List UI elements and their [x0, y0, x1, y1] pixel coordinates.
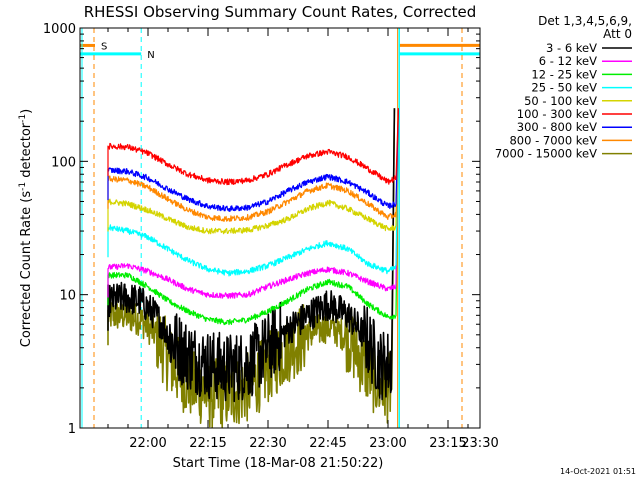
chart-title: RHESSI Observing Summary Count Rates, Co…: [84, 3, 477, 21]
y-label-part: Corrected Count Rate (s: [19, 191, 34, 348]
x-tick-label: 22:45: [309, 436, 346, 451]
legend-entry-label: 50 - 100 keV: [524, 94, 597, 108]
y-tick-label: 10: [59, 289, 76, 304]
x-tick-label: 22:15: [189, 436, 226, 451]
series-line: [107, 108, 396, 403]
legend-entry-label: 800 - 7000 keV: [509, 133, 597, 147]
y-tick-label: 100: [51, 155, 76, 170]
series-line: [107, 108, 399, 186]
x-tick-label: 23:00: [369, 436, 406, 451]
footer-date: 14-Oct-2021 01:51: [560, 467, 636, 476]
legend-entry-label: 7000 - 15000 keV: [495, 147, 597, 161]
legend-entry-label: 300 - 800 keV: [517, 120, 597, 134]
x-axis-label: Start Time (18-Mar-08 21:50:22): [173, 456, 384, 471]
y-label-part: ): [19, 109, 34, 114]
series-line: [107, 108, 399, 326]
y-axis-label: Corrected Count Rate (s-1 detector-1): [18, 109, 34, 347]
x-tick-label: 23:15: [429, 436, 466, 451]
y-tick-label: 1: [68, 422, 76, 437]
y-label-part: detector: [19, 122, 34, 182]
series-line: [107, 108, 399, 235]
x-tick-label: 23:30: [461, 436, 498, 451]
series-line: [107, 108, 399, 222]
x-tick-label: 22:00: [129, 436, 166, 451]
legend-entry-label: 12 - 25 keV: [531, 67, 597, 81]
legend-entry-label: 100 - 300 keV: [517, 107, 597, 121]
y-label-sup: -1: [18, 114, 28, 123]
legend-entry-label: 25 - 50 keV: [531, 81, 597, 95]
series-line: [107, 108, 399, 277]
legend-header: Att 0: [603, 27, 632, 41]
plot-frame: [79, 27, 481, 429]
y-label-sup: -1: [18, 182, 28, 191]
legend-header: Det 1,3,4,5,6,9,: [538, 14, 632, 28]
series-line: [107, 108, 399, 299]
legend-entry-label: 6 - 12 keV: [539, 54, 597, 68]
axis-ticks: 1 10 100 1000 22:00 22:15 22:30 22:45 23:00 23:15…: [43, 22, 499, 451]
legend-entry-label: 3 - 6 keV: [546, 41, 597, 55]
series-line: [107, 108, 399, 212]
y-tick-label: 1000: [43, 22, 76, 37]
x-tick-label: 22:30: [249, 436, 286, 451]
night-flag-label: N: [147, 50, 154, 61]
plot-area: SN: [80, 28, 480, 429]
saa-flag-label: S: [101, 41, 107, 52]
